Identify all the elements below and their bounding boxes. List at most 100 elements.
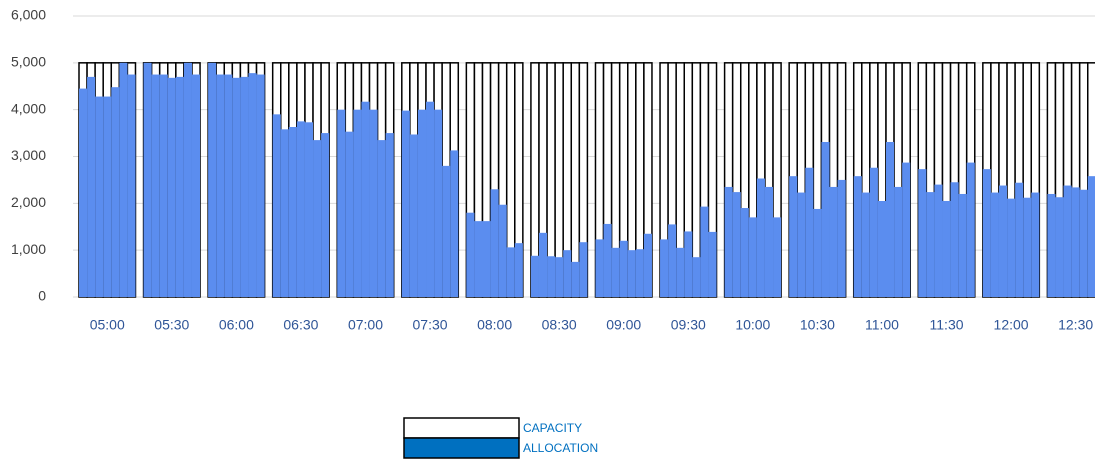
allocation-bar bbox=[482, 221, 491, 297]
allocation-bar bbox=[248, 73, 257, 298]
allocation-bar bbox=[934, 184, 943, 297]
allocation-bar bbox=[1087, 176, 1095, 297]
y-tick-label: 3,000 bbox=[11, 147, 46, 163]
y-tick-label: 5,000 bbox=[11, 54, 46, 70]
y-tick-label: 4,000 bbox=[11, 100, 46, 116]
allocation-bar bbox=[417, 109, 427, 298]
allocation-bar bbox=[369, 109, 378, 298]
allocation-bar bbox=[466, 212, 475, 297]
allocation-bar bbox=[942, 200, 951, 297]
allocation-bar bbox=[805, 167, 814, 297]
x-tick-label: 06:00 bbox=[219, 317, 254, 333]
allocation-bar bbox=[635, 249, 644, 297]
allocation-bar bbox=[111, 87, 120, 297]
allocation-bar bbox=[377, 140, 386, 297]
allocation-bar bbox=[1023, 197, 1032, 297]
allocation-bar bbox=[313, 140, 322, 297]
x-tick-label: 05:00 bbox=[90, 317, 125, 333]
allocation-bar bbox=[998, 185, 1008, 297]
x-tick-label: 11:30 bbox=[930, 317, 964, 333]
allocation-bar bbox=[361, 101, 370, 297]
allocation-bar bbox=[506, 247, 515, 297]
allocation-bar bbox=[692, 257, 701, 297]
allocation-bar bbox=[748, 217, 757, 297]
allocation-bar bbox=[191, 74, 201, 298]
allocation-bar bbox=[345, 131, 354, 297]
allocation-bar bbox=[684, 231, 693, 297]
allocation-bar bbox=[555, 257, 564, 297]
allocation-bar bbox=[853, 176, 862, 297]
allocation-bar bbox=[304, 122, 314, 297]
allocation-bar bbox=[643, 233, 652, 297]
allocation-bar bbox=[821, 141, 830, 297]
allocation-bar bbox=[619, 240, 628, 297]
allocation-bar bbox=[337, 109, 346, 298]
allocation-bar bbox=[773, 217, 782, 297]
allocation-bar bbox=[603, 223, 612, 297]
allocation-bar bbox=[982, 169, 991, 297]
allocation-bar bbox=[756, 178, 765, 297]
allocation-bar bbox=[119, 62, 128, 298]
allocation-bar bbox=[272, 114, 281, 297]
x-tick-label: 08:30 bbox=[542, 317, 577, 333]
allocation-bar bbox=[401, 110, 410, 297]
allocation-bar bbox=[321, 133, 330, 297]
allocation-bar bbox=[837, 179, 846, 297]
allocation-bar bbox=[79, 88, 88, 297]
allocation-bar bbox=[708, 231, 717, 297]
allocation-bar bbox=[571, 261, 580, 297]
allocation-bar bbox=[87, 76, 96, 297]
allocation-bar bbox=[434, 109, 443, 298]
allocation-bar bbox=[829, 186, 838, 297]
allocation-bar bbox=[966, 162, 975, 297]
allocation-bar bbox=[595, 239, 604, 297]
allocation-bar bbox=[450, 150, 459, 297]
allocation-bar bbox=[288, 126, 297, 298]
allocation-bar bbox=[918, 169, 927, 297]
x-tick-label: 06:30 bbox=[283, 317, 318, 333]
allocation-bar bbox=[764, 186, 774, 297]
allocation-bar bbox=[159, 74, 168, 298]
allocation-bar bbox=[894, 186, 903, 297]
allocation-bar bbox=[409, 134, 418, 297]
allocation-bar bbox=[224, 74, 233, 298]
allocation-bar bbox=[1007, 198, 1016, 297]
allocation-bar bbox=[127, 74, 136, 298]
allocation-bar bbox=[990, 192, 999, 297]
allocation-bar bbox=[797, 192, 806, 297]
allocation-bar bbox=[498, 204, 507, 297]
allocation-bar bbox=[530, 255, 539, 297]
allocation-bar bbox=[789, 176, 798, 297]
allocation-bar bbox=[474, 221, 483, 297]
x-tick-label: 11:00 bbox=[865, 317, 899, 333]
allocation-bar bbox=[143, 62, 152, 298]
allocation-bar bbox=[627, 250, 636, 297]
x-tick-label: 09:30 bbox=[671, 317, 706, 333]
allocation-bar bbox=[724, 186, 733, 297]
allocation-bar bbox=[1015, 182, 1024, 297]
allocation-bar bbox=[280, 129, 289, 297]
allocation-bar bbox=[490, 189, 499, 297]
allocation-bar bbox=[869, 167, 878, 297]
allocation-bar bbox=[1079, 189, 1088, 297]
x-tick-label: 07:30 bbox=[413, 317, 448, 333]
allocation-bar bbox=[103, 96, 112, 297]
x-tick-label: 07:00 bbox=[348, 317, 383, 333]
legend-swatch bbox=[403, 417, 520, 439]
allocation-bar bbox=[240, 76, 249, 297]
allocation-bar bbox=[353, 109, 362, 298]
allocation-bar bbox=[385, 133, 394, 297]
allocation-bar bbox=[547, 256, 556, 297]
allocation-bar bbox=[95, 96, 104, 297]
y-tick-label: 6,000 bbox=[11, 7, 46, 23]
allocation-bar bbox=[1031, 192, 1040, 297]
allocation-bar bbox=[167, 77, 176, 297]
allocation-bar bbox=[1063, 185, 1072, 297]
allocation-bar bbox=[877, 200, 886, 297]
x-tick-label: 05:30 bbox=[154, 317, 189, 333]
allocation-bar bbox=[950, 182, 959, 297]
allocation-bar bbox=[208, 62, 217, 298]
allocation-bar bbox=[902, 162, 911, 297]
allocation-bar bbox=[579, 242, 588, 297]
